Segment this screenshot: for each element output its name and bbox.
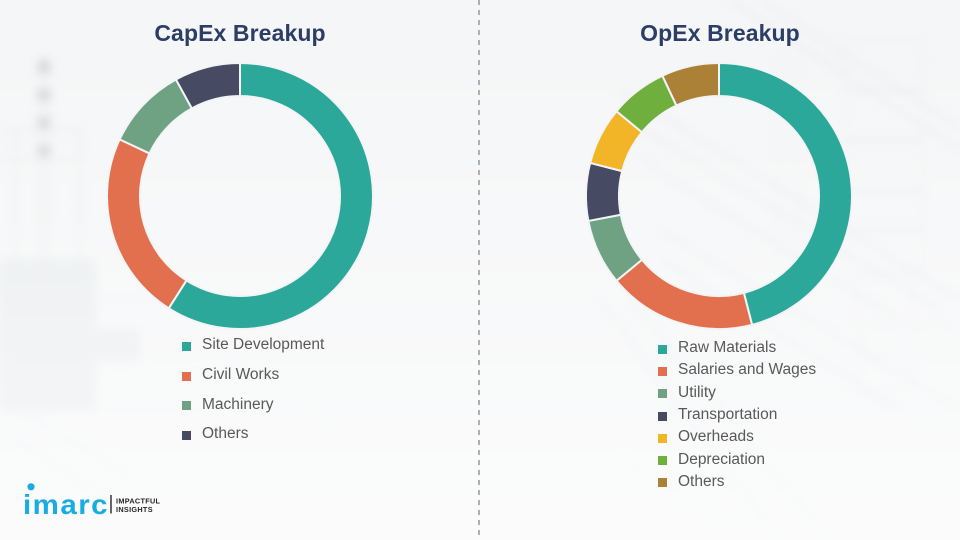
svg-text:IMPACTFUL: IMPACTFUL — [116, 496, 161, 505]
svg-text:INSIGHTS: INSIGHTS — [116, 505, 153, 514]
svg-text:imarc: imarc — [23, 489, 109, 520]
